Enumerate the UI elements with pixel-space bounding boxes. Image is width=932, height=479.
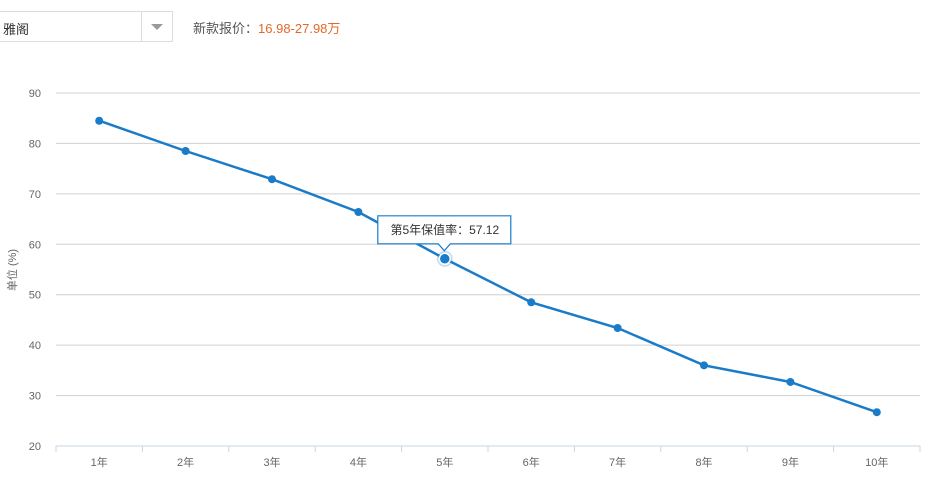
data-point[interactable]: [700, 361, 708, 370]
x-tick-label: 1年: [91, 455, 108, 469]
y-tick-label: 70: [29, 189, 41, 201]
x-tick-label: 9年: [782, 455, 799, 469]
data-points: [95, 116, 881, 417]
tooltip-box: [377, 215, 512, 252]
data-point[interactable]: [268, 175, 276, 184]
price-value: 16.98-27.98万: [258, 21, 341, 36]
y-tick-label: 40: [29, 340, 41, 352]
tooltip-value: 57.12: [469, 223, 499, 237]
data-point[interactable]: [181, 146, 190, 155]
data-point[interactable]: [527, 298, 536, 307]
x-tick-labels: 1年 2年 3年 4年 5年 6年 7年 8年 9年 10年: [91, 455, 889, 469]
y-axis-label: 单位 (%): [5, 249, 19, 291]
x-tick-label: 2年: [177, 455, 194, 469]
y-tick-label: 90: [29, 88, 41, 100]
price-label: 新款报价：: [193, 21, 259, 36]
data-point[interactable]: [354, 208, 363, 217]
tooltip-label: 第5年保值率：: [390, 222, 469, 237]
data-point[interactable]: [438, 252, 452, 266]
x-tick-label: 10年: [865, 455, 888, 469]
tooltip: 第5年保值率：57.12: [377, 215, 512, 252]
model-select-toggle[interactable]: [141, 12, 172, 41]
y-tick-label: 60: [29, 239, 41, 251]
model-select[interactable]: 雅阁: [0, 11, 173, 42]
data-point[interactable]: [872, 408, 881, 417]
data-point[interactable]: [95, 116, 104, 125]
price-info: 新款报价：16.98-27.98万: [193, 18, 340, 37]
data-point[interactable]: [613, 323, 622, 332]
y-tick-labels: 20 30 40 50 60 70 80 90: [29, 88, 41, 453]
y-tick-label: 20: [29, 441, 41, 453]
x-tick-label: 3年: [263, 455, 280, 469]
series-line: [98, 119, 878, 414]
x-tick-label: 6年: [523, 455, 540, 469]
x-tick-label: 4年: [350, 455, 367, 469]
data-point[interactable]: [786, 377, 795, 386]
x-tick-label: 5年: [436, 455, 453, 469]
tooltip-text: 第5年保值率：57.12: [390, 222, 499, 237]
chevron-down-icon: [151, 24, 163, 30]
y-tick-label: 80: [29, 138, 41, 150]
model-select-value: 雅阁: [3, 22, 30, 37]
x-tick-label: 7年: [609, 455, 626, 469]
x-axis: [55, 445, 921, 452]
x-tick-label: 8年: [695, 455, 712, 469]
y-tick-label: 30: [29, 391, 41, 403]
y-tick-label: 50: [29, 290, 41, 302]
